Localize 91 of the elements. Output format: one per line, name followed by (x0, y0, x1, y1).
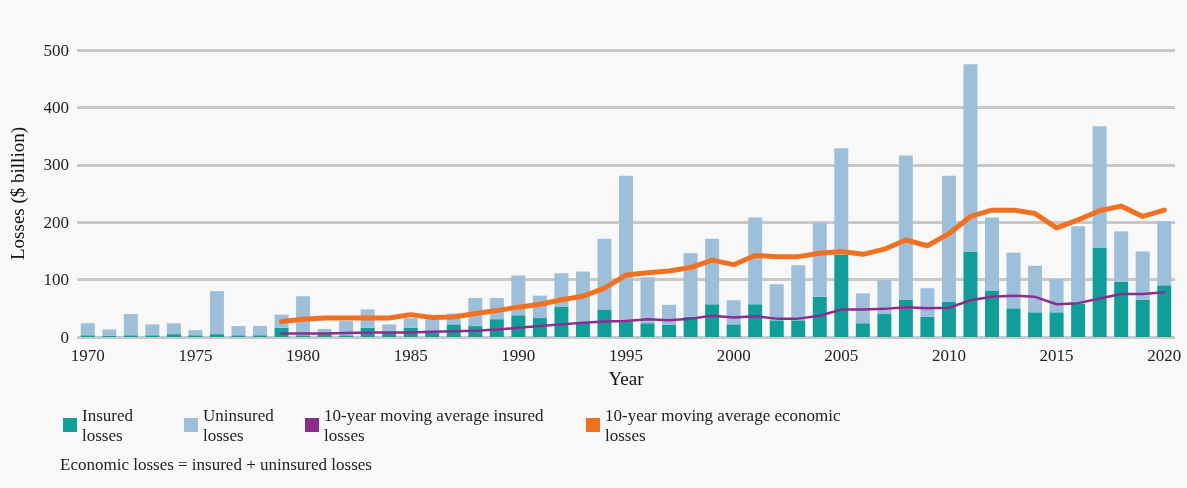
bar (769, 320, 784, 337)
bar (791, 320, 806, 337)
x-tick-label: 2005 (824, 346, 859, 365)
x-tick-label: 2010 (931, 346, 966, 365)
bar (985, 290, 999, 337)
bar (1028, 312, 1043, 337)
bar (188, 330, 203, 336)
bar (1135, 299, 1150, 337)
bar (209, 291, 224, 335)
x-tick-label: 1990 (501, 346, 536, 365)
x-tick-label: 1995 (609, 346, 643, 365)
bar (726, 324, 741, 337)
bar (145, 324, 160, 336)
bar (1006, 308, 1021, 337)
bar (1071, 226, 1086, 304)
bar (898, 299, 913, 337)
x-axis-title: Year (608, 368, 645, 389)
bar (425, 332, 440, 337)
y-tick-label: 300 (43, 155, 69, 175)
bar (1092, 247, 1107, 337)
bar (1071, 303, 1086, 337)
bar (403, 318, 418, 328)
bar (597, 309, 612, 337)
bar (662, 324, 677, 337)
bar (1028, 265, 1043, 313)
bar (877, 314, 892, 337)
bar (1092, 126, 1107, 248)
bar (1114, 231, 1129, 282)
line-series (280, 290, 1166, 335)
x-tick-label: 2020 (1147, 346, 1182, 365)
x-tick-label: 1970 (70, 346, 105, 365)
bar (855, 323, 870, 337)
x-tick-label: 2015 (1039, 346, 1074, 365)
bar (748, 217, 763, 305)
bar (705, 304, 720, 337)
bar (1157, 285, 1172, 337)
bar (1049, 312, 1064, 337)
bar (920, 288, 935, 317)
bar (640, 323, 655, 337)
bar (834, 148, 849, 255)
y-tick-label: 500 (43, 40, 69, 60)
bar (209, 334, 224, 337)
bar (619, 322, 633, 337)
legend-label: Uninsured losses (203, 405, 279, 445)
bar (748, 304, 763, 337)
y-tick-label: 0 (60, 327, 69, 347)
legend-label: 10-year moving average economic losses (605, 405, 845, 445)
bar (80, 323, 95, 336)
bar (963, 251, 978, 337)
x-tick-label: 2000 (716, 346, 751, 365)
x-tick-label: 1980 (286, 346, 321, 365)
y-tick-label: 100 (43, 270, 69, 290)
bar (1157, 221, 1172, 286)
bar (705, 238, 720, 305)
bar (855, 293, 870, 324)
y-tick-label: 200 (43, 212, 69, 232)
bar (597, 238, 612, 310)
bar (640, 277, 655, 324)
bar (1049, 279, 1064, 313)
bar (941, 301, 956, 337)
bar (812, 222, 827, 297)
bar (1006, 252, 1021, 309)
y-tick-label: 400 (43, 97, 69, 117)
bar (1135, 251, 1150, 300)
bar (834, 254, 849, 337)
bar (166, 323, 181, 335)
bar (963, 64, 978, 252)
x-tick-label: 1985 (393, 346, 428, 365)
bar (812, 296, 827, 337)
bar (877, 280, 892, 315)
bar (1114, 281, 1129, 337)
bar (920, 316, 935, 337)
bar (554, 306, 569, 337)
bar (619, 175, 633, 323)
bar (941, 175, 956, 302)
bar (898, 155, 913, 300)
y-axis-title: Losses ($ billion) (7, 127, 29, 260)
bar (231, 326, 246, 336)
bar (769, 284, 784, 321)
bar (102, 329, 117, 336)
text: Economic losses = insured + uninsured losses (60, 455, 372, 474)
bar (575, 322, 590, 337)
legend-label: Insured losses (82, 405, 138, 445)
bar (166, 334, 181, 337)
bar (985, 217, 999, 291)
bar (123, 314, 138, 336)
bar (791, 265, 806, 321)
bar (253, 326, 267, 336)
bar (683, 253, 698, 317)
legend-label: 10-year moving average insured losses (324, 405, 548, 445)
x-tick-label: 1975 (178, 346, 213, 365)
